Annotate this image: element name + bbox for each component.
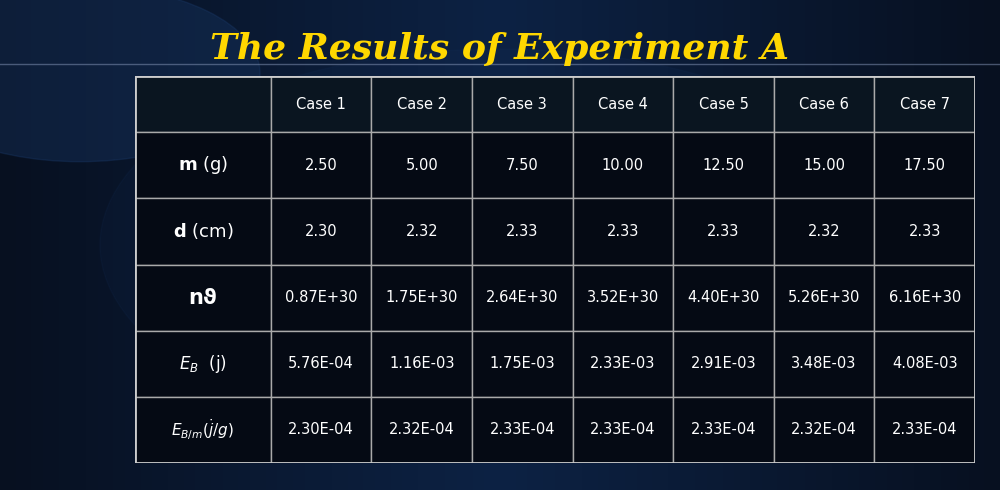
Text: 2.33: 2.33 — [607, 224, 639, 239]
Text: 1.16E-03: 1.16E-03 — [389, 356, 454, 371]
Bar — [371, 198, 472, 265]
Text: 2.33: 2.33 — [707, 224, 740, 239]
Bar — [472, 132, 573, 198]
Text: 2.33E-04: 2.33E-04 — [892, 422, 957, 438]
Bar — [874, 76, 975, 132]
Text: 17.50: 17.50 — [904, 158, 946, 173]
Bar — [673, 397, 774, 463]
Circle shape — [100, 49, 900, 441]
Bar — [573, 331, 673, 397]
Text: 2.33E-04: 2.33E-04 — [691, 422, 756, 438]
Text: 4.40E+30: 4.40E+30 — [687, 290, 760, 305]
Bar — [774, 331, 874, 397]
Text: Case 7: Case 7 — [900, 97, 950, 112]
Text: 2.33E-04: 2.33E-04 — [590, 422, 656, 438]
Text: 2.30: 2.30 — [305, 224, 337, 239]
Text: Case 3: Case 3 — [497, 97, 547, 112]
Text: 2.33: 2.33 — [506, 224, 538, 239]
Bar — [673, 132, 774, 198]
Text: 2.64E+30: 2.64E+30 — [486, 290, 558, 305]
Bar — [371, 76, 472, 132]
Bar — [573, 132, 673, 198]
Text: 12.50: 12.50 — [703, 158, 745, 173]
Text: $E_{B/m}(\dot{j}/g)$: $E_{B/m}(\dot{j}/g)$ — [171, 417, 234, 442]
Bar — [874, 331, 975, 397]
Bar — [573, 76, 673, 132]
Bar — [271, 265, 371, 331]
Text: 2.30E-04: 2.30E-04 — [288, 422, 354, 438]
Circle shape — [0, 0, 260, 162]
Bar — [874, 265, 975, 331]
Bar — [271, 76, 371, 132]
Text: 6.16E+30: 6.16E+30 — [889, 290, 961, 305]
Bar — [135, 265, 271, 331]
Bar — [774, 198, 874, 265]
Bar — [271, 198, 371, 265]
Text: $\bf{m}$ (g): $\bf{m}$ (g) — [178, 154, 228, 176]
Text: Case 1: Case 1 — [296, 97, 346, 112]
Bar — [135, 132, 271, 198]
Text: 2.32: 2.32 — [808, 224, 840, 239]
Bar — [371, 331, 472, 397]
Text: Case 4: Case 4 — [598, 97, 648, 112]
Bar — [573, 265, 673, 331]
Text: 1.75E+30: 1.75E+30 — [386, 290, 458, 305]
Bar — [472, 331, 573, 397]
Bar — [472, 76, 573, 132]
Bar — [673, 76, 774, 132]
Bar — [673, 265, 774, 331]
Bar — [673, 198, 774, 265]
Text: Case 5: Case 5 — [699, 97, 748, 112]
Text: The Results of Experiment A: The Results of Experiment A — [210, 32, 790, 66]
Bar — [774, 76, 874, 132]
Bar — [573, 397, 673, 463]
Bar — [135, 331, 271, 397]
Text: 2.33E-03: 2.33E-03 — [590, 356, 656, 371]
Bar — [573, 198, 673, 265]
Text: 5.00: 5.00 — [405, 158, 438, 173]
Text: 2.91E-03: 2.91E-03 — [691, 356, 756, 371]
Bar — [135, 198, 271, 265]
Bar — [874, 132, 975, 198]
Bar — [135, 397, 271, 463]
Bar — [472, 397, 573, 463]
Text: $\mathbf{n}\boldsymbol{\vartheta}$: $\mathbf{n}\boldsymbol{\vartheta}$ — [188, 288, 218, 308]
Text: 15.00: 15.00 — [803, 158, 845, 173]
Text: 5.76E-04: 5.76E-04 — [288, 356, 354, 371]
Bar — [271, 331, 371, 397]
Text: 4.08E-03: 4.08E-03 — [892, 356, 958, 371]
Bar — [874, 397, 975, 463]
Text: Case 6: Case 6 — [799, 97, 849, 112]
Bar — [874, 198, 975, 265]
Text: $E_B$  (j): $E_B$ (j) — [179, 353, 227, 375]
Text: 2.33E-04: 2.33E-04 — [490, 422, 555, 438]
Bar — [472, 265, 573, 331]
Text: Case 2: Case 2 — [397, 97, 447, 112]
Text: 10.00: 10.00 — [602, 158, 644, 173]
Text: 1.75E-03: 1.75E-03 — [489, 356, 555, 371]
Text: 5.26E+30: 5.26E+30 — [788, 290, 860, 305]
Bar — [271, 397, 371, 463]
Text: 3.52E+30: 3.52E+30 — [587, 290, 659, 305]
Bar — [774, 265, 874, 331]
Text: 3.48E-03: 3.48E-03 — [791, 356, 857, 371]
Bar — [673, 331, 774, 397]
Text: 2.50: 2.50 — [305, 158, 337, 173]
Text: 2.32: 2.32 — [405, 224, 438, 239]
Bar — [371, 132, 472, 198]
Bar — [371, 265, 472, 331]
Text: $\bf{d}$ (cm): $\bf{d}$ (cm) — [173, 221, 233, 242]
Text: 2.32E-04: 2.32E-04 — [791, 422, 857, 438]
Text: 7.50: 7.50 — [506, 158, 539, 173]
Bar — [774, 132, 874, 198]
Bar — [135, 76, 271, 132]
Bar — [371, 397, 472, 463]
Bar — [271, 132, 371, 198]
Text: 2.32E-04: 2.32E-04 — [389, 422, 455, 438]
Text: 2.33: 2.33 — [909, 224, 941, 239]
Bar — [472, 198, 573, 265]
Bar — [774, 397, 874, 463]
Text: 0.87E+30: 0.87E+30 — [285, 290, 357, 305]
